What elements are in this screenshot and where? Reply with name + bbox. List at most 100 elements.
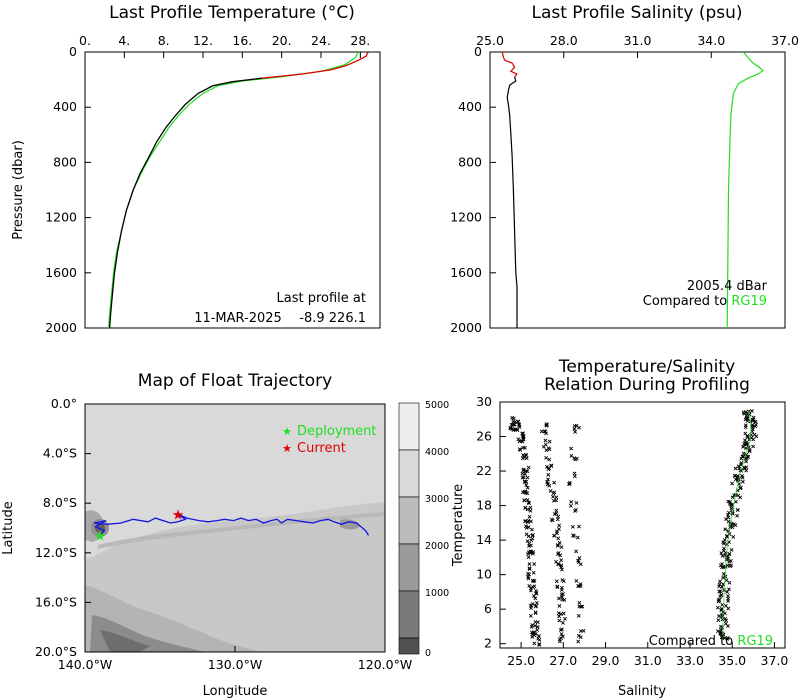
ts-point xyxy=(726,519,731,524)
ts-point xyxy=(574,423,579,428)
longitude-axis-label: Longitude xyxy=(203,684,268,699)
ts-point xyxy=(529,606,534,610)
ts-point xyxy=(526,525,531,530)
ts-point xyxy=(547,439,552,444)
ts-point xyxy=(534,603,538,608)
ts-ytick-label: 30 xyxy=(476,394,492,409)
compared-to-label: Compared to RG19 xyxy=(643,294,767,309)
ts-point xyxy=(535,624,540,629)
ts-point xyxy=(744,465,749,470)
ts-point xyxy=(736,464,741,469)
ts-point xyxy=(554,508,559,513)
ts-point xyxy=(556,562,560,567)
map-ytick-label: 12.0°S xyxy=(35,545,77,560)
ts-point xyxy=(557,639,562,644)
ts-point xyxy=(572,427,577,431)
ts-reference-name: RG19 xyxy=(737,634,773,649)
ts-point xyxy=(754,422,758,427)
ts-point xyxy=(561,611,566,616)
ts-ytick-label: 18 xyxy=(476,498,492,513)
ts-point xyxy=(515,428,520,433)
latitude-axis-label: Latitude xyxy=(1,501,16,555)
ts-point xyxy=(526,500,531,505)
ts-point xyxy=(750,418,755,423)
ts-point xyxy=(530,623,535,627)
ts-point xyxy=(535,628,540,632)
ts-point xyxy=(528,613,533,618)
ts-point xyxy=(520,434,525,438)
ts-point xyxy=(551,494,555,499)
ts-point xyxy=(722,546,726,551)
ts-point xyxy=(741,451,746,456)
colorbar-label: 4000 xyxy=(425,447,449,458)
ts-point xyxy=(578,582,583,587)
ts-point xyxy=(544,431,548,436)
ts-point xyxy=(534,588,538,593)
ts-xtick-label: 35.0 xyxy=(718,653,746,668)
ts-point xyxy=(577,604,582,609)
ts-point xyxy=(557,523,562,528)
ts-point xyxy=(750,417,755,422)
ts-point xyxy=(530,527,534,532)
salinity-ytick-label: 800 xyxy=(458,154,482,169)
ts-point xyxy=(719,628,724,632)
ts-point xyxy=(577,600,582,605)
salinity-ytick-label: 400 xyxy=(458,99,482,114)
map-xtick-label: 120.0°W xyxy=(358,657,412,672)
ts-point xyxy=(532,562,537,566)
ts-point xyxy=(718,589,723,594)
salinity-xtick-label: 34.0 xyxy=(697,33,725,48)
ts-point xyxy=(743,438,747,443)
ts-point xyxy=(718,579,722,584)
ts-point xyxy=(517,447,522,452)
colorbar-label: 0 xyxy=(425,648,431,659)
salinity-ytick-label: 1200 xyxy=(450,210,482,225)
ts-point xyxy=(525,469,530,474)
temperature-y-axis: 0 400 800 1200 1600 2000 xyxy=(45,44,91,335)
ts-point xyxy=(556,536,561,541)
float-trajectory xyxy=(93,513,370,536)
ts-point xyxy=(555,543,560,547)
ts-point xyxy=(729,548,734,552)
ts-point xyxy=(528,549,533,554)
ts-point xyxy=(527,541,532,546)
ts-point xyxy=(568,503,573,508)
temperature-reference-line xyxy=(108,52,359,328)
bathymetry xyxy=(85,404,385,652)
ts-point xyxy=(745,434,750,439)
temperature-panel: Last Profile Temperature (°C) 0. 4. 8. 12. 1… xyxy=(11,3,381,335)
ts-point xyxy=(741,444,745,449)
salinity-x-axis-ts: 25.0 27.0 29.0 31.0 33.0 35.0 37.0 xyxy=(507,642,788,668)
ts-point xyxy=(547,483,552,488)
ts-point xyxy=(549,463,554,468)
colorbar-label: 1000 xyxy=(425,588,449,599)
ts-point xyxy=(716,599,721,604)
ts-point xyxy=(555,543,560,548)
ts-point xyxy=(520,471,525,476)
ts-point xyxy=(744,441,749,445)
ts-point xyxy=(716,618,721,623)
ts-ytick-label: 10 xyxy=(476,567,492,582)
temperature-ytick-label: 1200 xyxy=(45,210,77,225)
ts-point xyxy=(530,533,535,538)
ts-point xyxy=(731,535,736,539)
ts-point xyxy=(572,456,577,461)
ts-point xyxy=(577,524,581,529)
ts-point xyxy=(524,483,529,488)
ts-xtick-label: 31.0 xyxy=(634,653,662,668)
ts-point xyxy=(544,422,549,426)
ts-reference-curve xyxy=(722,410,752,641)
ts-point xyxy=(531,585,535,590)
ts-point xyxy=(529,519,533,524)
ts-point xyxy=(574,500,579,505)
ts-point xyxy=(742,442,747,446)
ts-xtick-label: 27.0 xyxy=(549,653,577,668)
ts-point xyxy=(560,634,565,639)
depth-colorbar: 5000 4000 3000 2000 1000 0 xyxy=(398,400,449,659)
ts-point xyxy=(521,468,526,473)
ts-point xyxy=(523,524,528,529)
ts-point xyxy=(574,549,579,554)
colorbar-label: 2000 xyxy=(425,541,449,552)
ts-xtick-label: 25.0 xyxy=(507,653,535,668)
